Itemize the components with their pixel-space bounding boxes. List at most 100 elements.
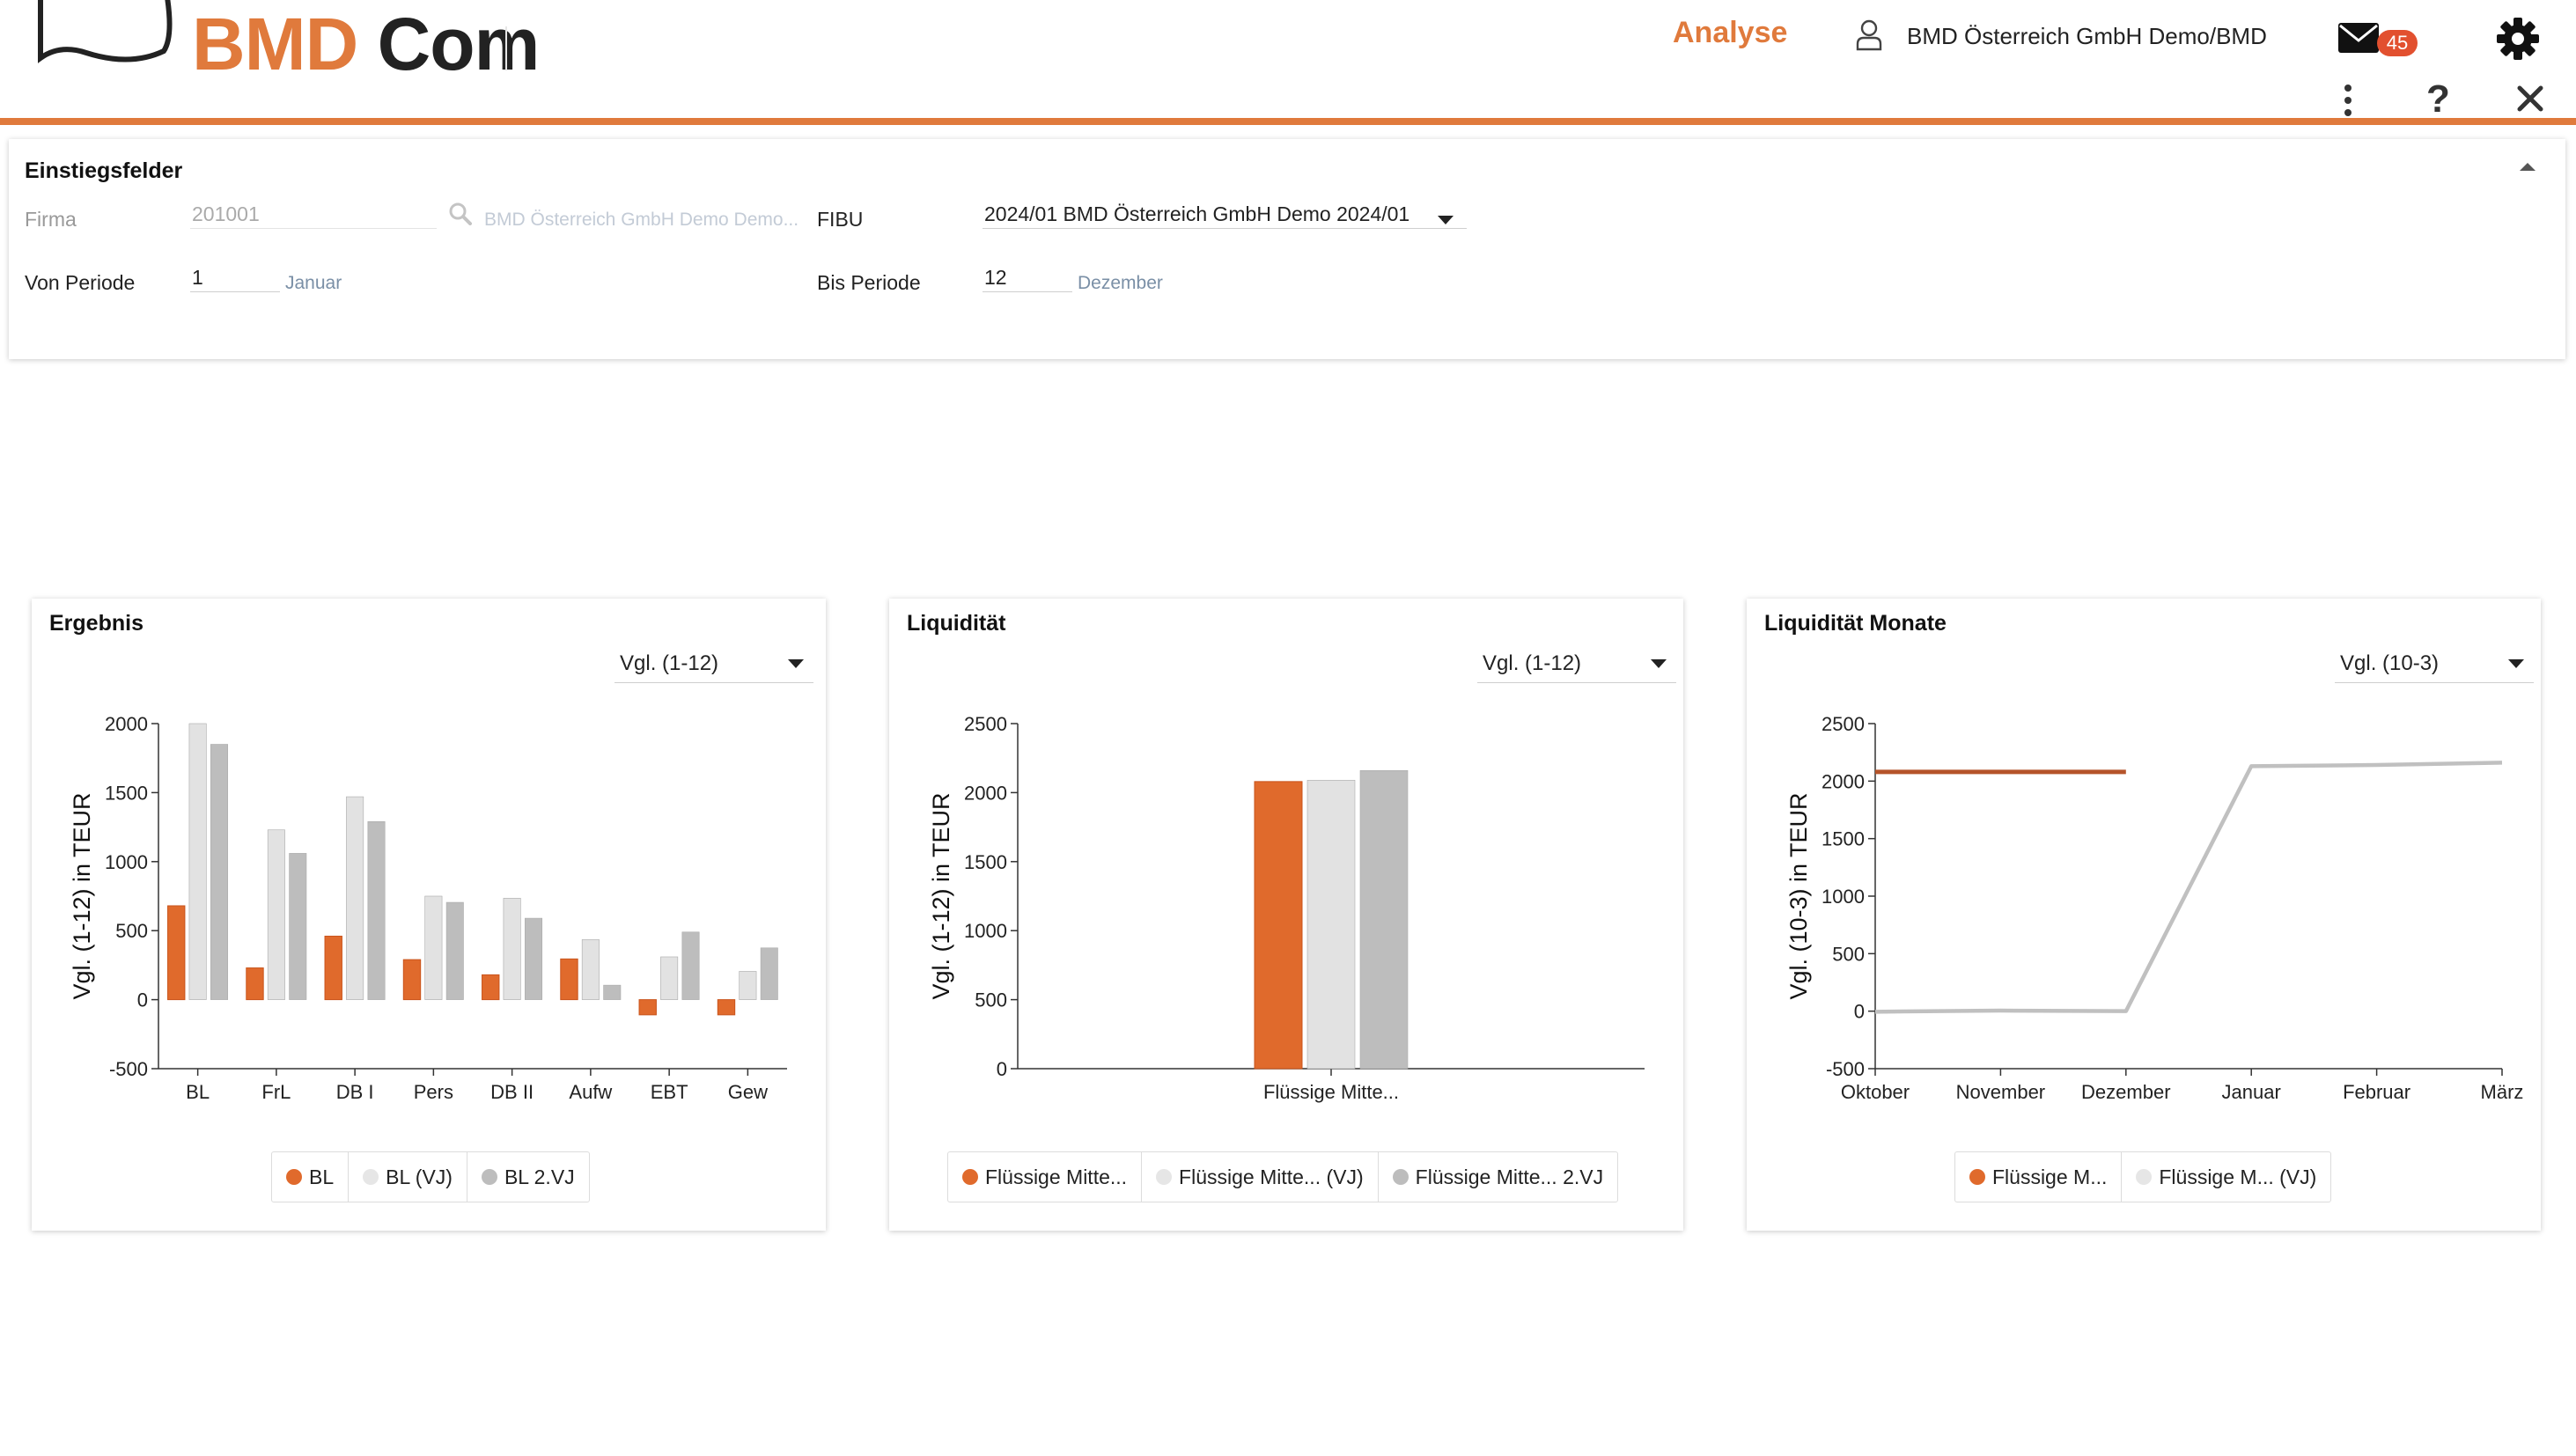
bar	[760, 947, 778, 1000]
app-header: BMD Com Analyse BMD Österreich GmbH Demo…	[0, 0, 2576, 125]
legend-label: Flüssige M...	[1992, 1165, 2108, 1188]
legend-item-bl-2vj[interactable]: BL 2.VJ	[467, 1152, 589, 1202]
app-title: Analyse	[1673, 16, 1788, 49]
x-tick-label: Januar	[2222, 1081, 2281, 1103]
x-tick-label: FrL	[261, 1081, 291, 1103]
y-tick-label: 1000	[964, 920, 1007, 942]
bar	[739, 971, 757, 1000]
chart-card-ergebnis: -500 0 500 1000 1500 2000 Vgl. (1-12) in TEUR B…	[32, 599, 826, 1231]
legend-item-fluessige-m[interactable]: Flüssige M...	[1955, 1152, 2123, 1202]
series-line	[1874, 761, 2503, 1014]
chevron-down-icon	[788, 659, 804, 668]
help-icon[interactable]: ?	[2426, 77, 2450, 121]
bar	[210, 744, 229, 1000]
bis-periode-label: Bis Periode	[817, 271, 921, 294]
bar	[603, 984, 622, 1000]
bar	[402, 959, 422, 1001]
x-tick-label: Aufw	[569, 1081, 612, 1103]
bar	[525, 917, 543, 1000]
legend-item-fluessige-mittel[interactable]: Flüssige Mitte...	[948, 1152, 1143, 1202]
bis-periode-input[interactable]: 12	[983, 262, 1072, 292]
logo[interactable]: BMD Com	[192, 3, 541, 85]
bis-periode-month: Dezember	[1078, 273, 1163, 293]
logo-bubble-icon	[38, 0, 173, 63]
y-axis-title: Vgl. (1-12) in TEUR	[928, 792, 954, 999]
legend-item-fluessige-mittel-2vj[interactable]: Flüssige Mitte... 2.VJ	[1379, 1152, 1617, 1202]
chart-legend: BL BL (VJ) BL 2.VJ	[271, 1151, 590, 1202]
bar	[1254, 781, 1303, 1070]
bar	[246, 967, 264, 1001]
logo-bmd: BMD	[192, 3, 358, 85]
y-tick-label: 0	[997, 1058, 1007, 1080]
bar	[267, 829, 285, 1000]
y-tick-label: 2000	[105, 713, 148, 735]
legend-label: Flüssige Mitte...	[985, 1165, 1128, 1188]
bar	[367, 821, 386, 1000]
legend-dot	[481, 1169, 497, 1185]
bar	[188, 723, 207, 1000]
x-tick-label: DB I	[336, 1081, 374, 1103]
firma-input[interactable]: 201001	[190, 199, 437, 229]
legend-item-bl-vj[interactable]: BL (VJ)	[349, 1152, 467, 1202]
y-tick-label: 1500	[105, 782, 148, 804]
x-tick-label: EBT	[651, 1081, 688, 1103]
legend-item-fluessige-m-vj[interactable]: Flüssige M... (VJ)	[2122, 1152, 2330, 1202]
bar	[167, 905, 186, 1001]
legend-label: Flüssige Mitte... (VJ)	[1179, 1165, 1364, 1188]
more-vertical-icon[interactable]	[2342, 83, 2354, 118]
legend-dot	[363, 1169, 379, 1185]
mail-count-badge[interactable]: 45	[2377, 30, 2418, 56]
x-tick-label: Februar	[2343, 1081, 2410, 1103]
bar	[503, 898, 521, 1000]
user-name[interactable]: BMD Österreich GmbH Demo/BMD	[1907, 23, 2267, 49]
comparison-select-value: Vgl. (1-12)	[620, 651, 719, 675]
chevron-down-icon	[1651, 659, 1667, 668]
liquiditaet-chart: 0 500 1000 1500 2000 2500 Vgl. (1-12) in TEUR F…	[928, 713, 1645, 1103]
bar	[681, 931, 700, 1000]
gear-icon[interactable]	[2497, 18, 2539, 60]
liquiditaet-monate-chart: -500 0 500 1000 1500 2000 2500 Vgl. (10-3) in T…	[1785, 713, 2523, 1103]
x-tick-label: BL	[186, 1081, 210, 1103]
bar	[482, 974, 500, 1001]
y-tick-label: 0	[1854, 1001, 1865, 1023]
x-tick-label: Flüssige Mitte...	[1263, 1081, 1399, 1103]
legend-dot	[1392, 1169, 1409, 1185]
legend-dot	[1969, 1169, 1985, 1185]
logo-com: Com	[377, 3, 541, 85]
card-title: Liquidität Monate	[1764, 611, 1947, 636]
mail-icon[interactable]	[2338, 21, 2382, 55]
bar	[346, 796, 364, 1000]
fibu-select[interactable]: 2024/01 BMD Österreich GmbH Demo 2024/01	[983, 199, 1467, 229]
bar	[638, 999, 657, 1016]
legend-item-bl[interactable]: BL	[272, 1152, 350, 1202]
collapse-up-icon[interactable]	[2518, 160, 2537, 173]
y-tick-label: 500	[1832, 943, 1865, 965]
legend-item-fluessige-mittel-vj[interactable]: Flüssige Mitte... (VJ)	[1142, 1152, 1379, 1202]
y-tick-label: 500	[975, 989, 1007, 1011]
chevron-down-icon[interactable]	[1437, 215, 1454, 225]
bar	[581, 939, 600, 1000]
comparison-select[interactable]: Vgl. (10-3)	[2335, 644, 2534, 683]
von-periode-input[interactable]: 1	[190, 262, 280, 292]
chart-card-liquiditaet-monate: -500 0 500 1000 1500 2000 2500 Vgl. (10-3) in T…	[1747, 599, 2541, 1231]
y-tick-label: 500	[115, 920, 148, 942]
comparison-select[interactable]: Vgl. (1-12)	[1477, 644, 1676, 683]
y-tick-label: 2500	[1822, 713, 1865, 735]
legend-dot	[2136, 1169, 2153, 1185]
y-axis-title: Vgl. (1-12) in TEUR	[69, 792, 95, 999]
y-tick-label: 2000	[1822, 770, 1865, 792]
search-icon[interactable]	[449, 202, 472, 225]
von-periode-label: Von Periode	[25, 271, 136, 294]
legend-label: BL (VJ)	[386, 1165, 453, 1188]
comparison-select-value: Vgl. (1-12)	[1483, 651, 1582, 675]
user-icon[interactable]	[1856, 19, 1882, 51]
y-tick-label: 1000	[105, 851, 148, 873]
y-tick-label: 1500	[964, 851, 1007, 873]
legend-label: BL 2.VJ	[504, 1165, 575, 1188]
x-tick-label: Oktober	[1841, 1081, 1910, 1103]
x-tick-label: DB II	[490, 1081, 534, 1103]
close-icon[interactable]	[2516, 85, 2544, 113]
bar	[289, 853, 307, 1000]
bar	[445, 901, 464, 1000]
comparison-select[interactable]: Vgl. (1-12)	[615, 644, 813, 683]
